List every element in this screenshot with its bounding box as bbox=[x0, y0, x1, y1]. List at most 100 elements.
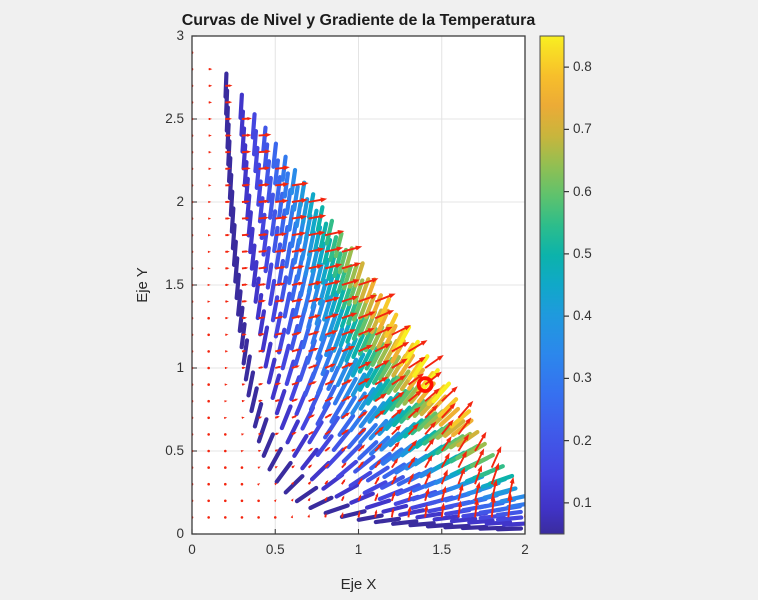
gradient-arrow-head bbox=[295, 398, 299, 401]
level-dash bbox=[332, 380, 348, 406]
level-dash bbox=[283, 474, 305, 495]
level-dash bbox=[469, 452, 495, 468]
level-dash bbox=[292, 184, 300, 212]
level-dash bbox=[333, 231, 344, 259]
level-dash bbox=[272, 225, 280, 254]
x-tick-label: 0 bbox=[188, 542, 196, 557]
gradient-arrow-head bbox=[296, 348, 301, 352]
gradient-dot bbox=[224, 482, 227, 486]
gradient-arrow-stem bbox=[324, 247, 339, 253]
gradient-arrow-head bbox=[391, 491, 396, 497]
gradient-arrow-head bbox=[259, 399, 263, 402]
gradient-arrow-stem bbox=[490, 484, 497, 502]
gradient-arrow-stem bbox=[490, 450, 500, 468]
level-dash bbox=[250, 112, 257, 140]
level-dash bbox=[365, 363, 381, 389]
gradient-arrow-head bbox=[264, 166, 271, 171]
gradient-dot bbox=[207, 333, 210, 337]
gradient-arrow-head bbox=[399, 375, 407, 381]
gradient-arrow-head bbox=[244, 300, 248, 303]
gradient-arrow-head bbox=[374, 509, 378, 514]
level-dash bbox=[399, 402, 419, 424]
gradient-arrow-head bbox=[228, 167, 232, 170]
level-dash bbox=[253, 276, 261, 304]
gradient-arrow-head bbox=[425, 471, 431, 478]
y-tick-label: 2 bbox=[176, 194, 184, 209]
gradient-arrow-stem bbox=[407, 392, 419, 402]
gradient-arrow-head bbox=[229, 101, 233, 104]
gradient-arrow-head bbox=[349, 329, 357, 334]
level-dash bbox=[300, 447, 319, 471]
gradient-arrow-stem bbox=[507, 498, 512, 518]
level-dash bbox=[495, 526, 524, 532]
gradient-arrow-head bbox=[301, 198, 308, 203]
gradient-arrow-stem bbox=[424, 391, 437, 402]
level-dash bbox=[329, 399, 346, 424]
gradient-dot bbox=[207, 316, 210, 320]
gradient-arrow-head bbox=[351, 295, 359, 301]
contour-level bbox=[250, 112, 524, 522]
gradient-arrow-stem bbox=[341, 413, 348, 419]
level-dash bbox=[349, 491, 375, 505]
gradient-arrow-stem bbox=[374, 461, 380, 469]
gradient-arrow-head bbox=[228, 134, 232, 137]
level-dash bbox=[350, 352, 366, 378]
gradient-arrow-stem bbox=[358, 329, 370, 336]
gradient-arrow-head bbox=[446, 436, 452, 443]
gradient-arrow-head bbox=[480, 431, 487, 439]
gradient-arrow-stem bbox=[407, 510, 411, 518]
level-dash bbox=[479, 464, 505, 478]
gradient-arrow-head bbox=[402, 341, 410, 348]
gradient-arrow-stem bbox=[341, 246, 358, 253]
gradient-arrow-head bbox=[283, 165, 290, 171]
gradient-arrow-stem bbox=[440, 490, 446, 502]
gradient-dot bbox=[207, 366, 210, 370]
gradient-arrow-head bbox=[208, 167, 212, 170]
gradient-arrow-head bbox=[346, 379, 353, 384]
gradient-arrow-stem bbox=[374, 445, 381, 452]
level-dash bbox=[441, 434, 465, 452]
gradient-arrow-head bbox=[265, 132, 272, 138]
gradient-arrow-head bbox=[474, 498, 479, 505]
level-dash bbox=[240, 126, 247, 154]
level-dash bbox=[310, 283, 321, 310]
gradient-arrow-stem bbox=[440, 507, 444, 518]
gradient-dot bbox=[207, 399, 210, 403]
gradient-dot bbox=[240, 466, 244, 469]
gradient-arrow-stem bbox=[324, 364, 333, 369]
level-dash bbox=[407, 356, 425, 381]
gradient-arrow-stem bbox=[341, 396, 349, 403]
gradient-arrow-head bbox=[226, 283, 230, 287]
gradient-dot bbox=[224, 499, 227, 503]
x-tick-label: 1 bbox=[354, 542, 363, 557]
gradient-arrow-stem bbox=[407, 342, 424, 353]
gradient-arrow-head bbox=[273, 499, 277, 503]
gradient-arrow-head bbox=[224, 416, 228, 420]
level-dash bbox=[367, 401, 386, 424]
level-dash bbox=[315, 369, 330, 396]
level-dash bbox=[265, 262, 274, 290]
level-dash bbox=[260, 325, 270, 353]
gradient-arrow-stem bbox=[324, 314, 335, 320]
gradient-dot bbox=[207, 499, 210, 503]
gradient-arrow-head bbox=[207, 283, 211, 287]
gradient-arrow-head bbox=[260, 366, 264, 369]
gradient-arrow-head bbox=[246, 166, 251, 170]
gradient-arrow-stem bbox=[341, 347, 351, 353]
gradient-arrow-head bbox=[490, 495, 496, 503]
gradient-arrow-stem bbox=[258, 167, 267, 170]
gradient-arrow-head bbox=[225, 317, 229, 320]
level-dash bbox=[499, 494, 525, 504]
gradient-arrow-stem bbox=[507, 482, 514, 501]
gradient-arrow-stem bbox=[291, 265, 301, 270]
y-tick-label: 1.5 bbox=[165, 277, 184, 292]
level-dash bbox=[322, 384, 337, 410]
gradient-dot bbox=[224, 449, 227, 453]
gradient-arrow-head bbox=[297, 315, 303, 319]
gradient-arrow-head bbox=[392, 474, 397, 480]
gradient-arrow-head bbox=[294, 415, 298, 418]
level-dash bbox=[326, 365, 341, 391]
level-dash bbox=[339, 302, 352, 329]
gradient-arrow-head bbox=[263, 249, 268, 253]
gradient-arrow-head bbox=[314, 314, 321, 319]
